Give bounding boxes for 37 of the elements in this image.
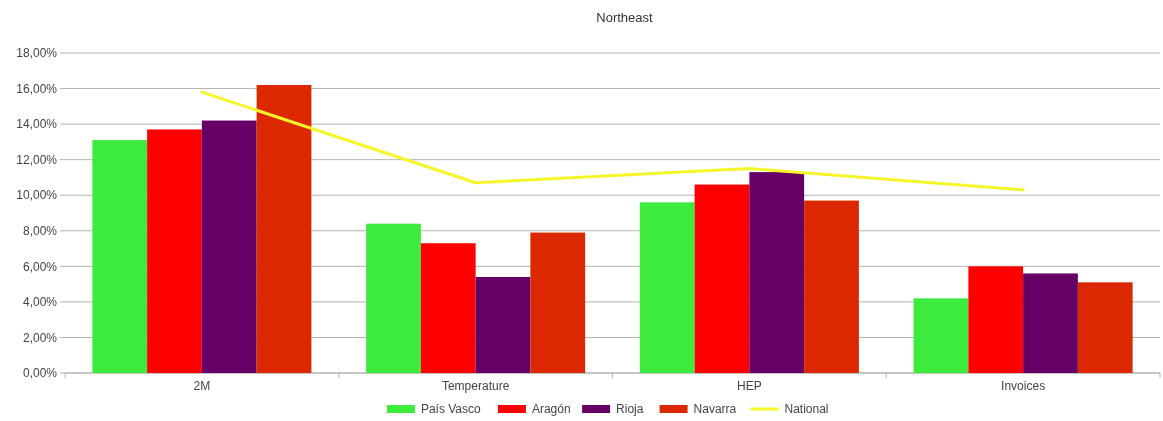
y-tick-label: 16,00% bbox=[16, 81, 58, 96]
y-tick-label: 10,00% bbox=[16, 188, 58, 203]
bar bbox=[694, 184, 750, 373]
bar bbox=[639, 202, 695, 373]
bar bbox=[420, 243, 476, 373]
bar bbox=[804, 200, 859, 373]
x-tick-label: Invoices bbox=[1001, 379, 1046, 393]
bar bbox=[749, 172, 805, 373]
bar bbox=[366, 223, 421, 373]
bar bbox=[913, 298, 969, 373]
bar bbox=[256, 85, 312, 373]
bar bbox=[968, 266, 1024, 373]
bar bbox=[530, 232, 586, 373]
y-tick-label: 6,00% bbox=[22, 259, 58, 274]
bar bbox=[1077, 282, 1133, 373]
bar bbox=[1023, 273, 1078, 373]
x-tick-label: Temperature bbox=[441, 379, 510, 393]
bar bbox=[201, 120, 257, 373]
legend-label: Rioja bbox=[616, 402, 644, 416]
y-tick-label: 8,00% bbox=[22, 223, 58, 238]
x-tick-label: 2M bbox=[193, 379, 211, 393]
legend-label: País Vasco bbox=[420, 402, 482, 416]
y-tick-label: 4,00% bbox=[22, 295, 58, 310]
y-tick-label: 2,00% bbox=[22, 330, 58, 345]
legend-label: National bbox=[784, 402, 829, 416]
legend-label: Aragón bbox=[531, 402, 571, 416]
y-tick-label: 12,00% bbox=[16, 152, 58, 167]
y-tick-label: 0,00% bbox=[22, 366, 58, 381]
bar bbox=[92, 140, 148, 373]
bar bbox=[475, 277, 531, 373]
x-tick-label: HEP bbox=[737, 379, 762, 393]
legend-label: Navarra bbox=[693, 402, 737, 416]
y-tick-label: 14,00% bbox=[16, 117, 58, 132]
chart-title: Northeast bbox=[596, 10, 654, 25]
y-tick-label: 18,00% bbox=[16, 46, 58, 61]
line-series bbox=[200, 90, 1025, 192]
bar bbox=[147, 129, 202, 373]
